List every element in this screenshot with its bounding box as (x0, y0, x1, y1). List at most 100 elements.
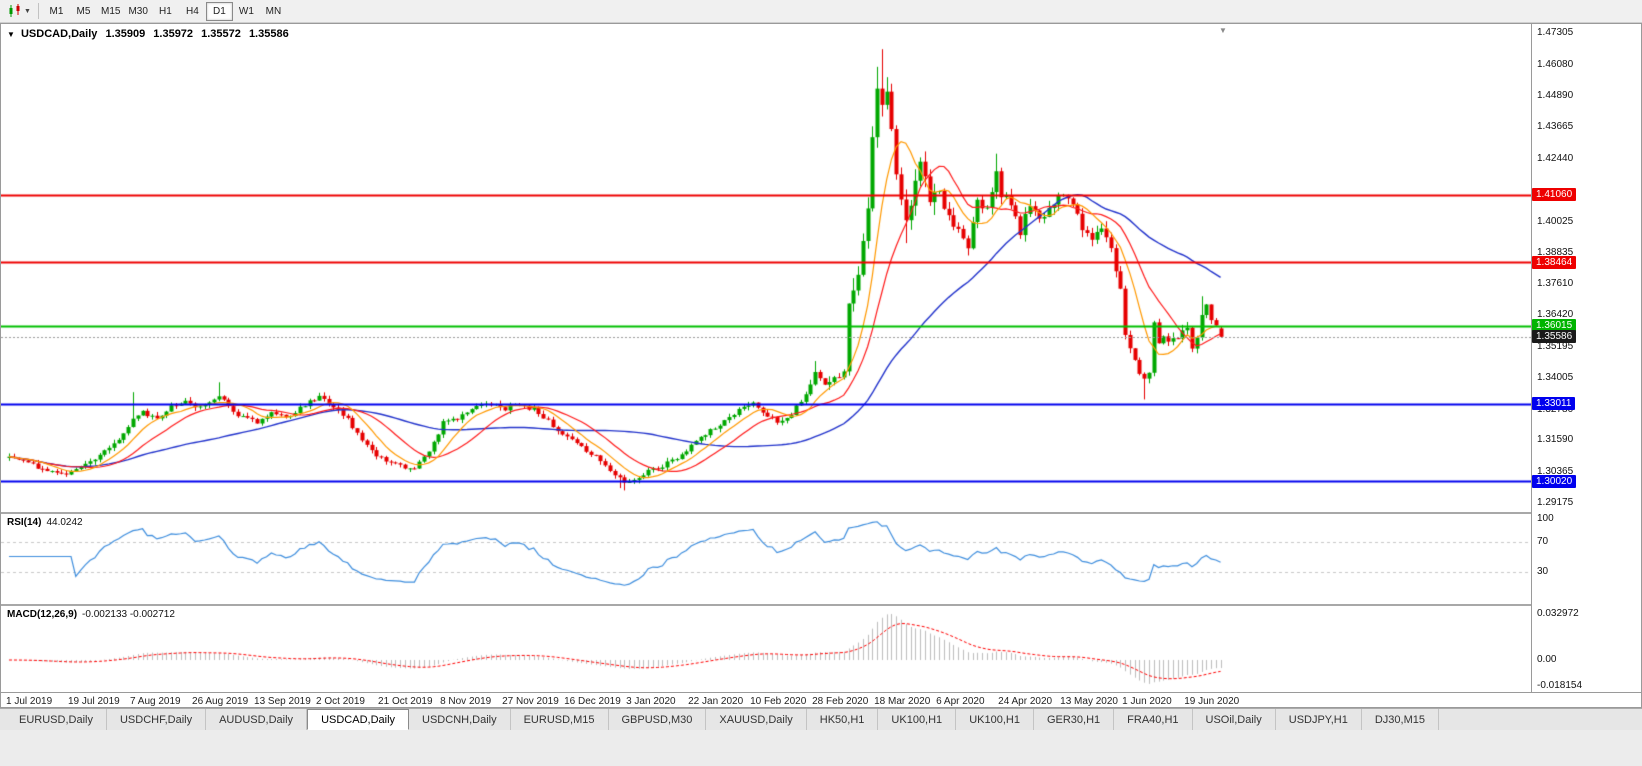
candlestick-chart-icon (9, 4, 20, 17)
date-label: 8 Nov 2019 (440, 696, 492, 707)
high-value: 1.35972 (153, 28, 194, 40)
rsi-scale-label: 30 (1537, 565, 1549, 577)
timeframe-button-m1[interactable]: M1 (49, 5, 64, 17)
price-level-tag: 1.36015 (1532, 319, 1577, 333)
toolbar-separator (38, 3, 39, 19)
date-label: 13 May 2020 (1060, 696, 1118, 707)
date-label: 10 Feb 2020 (750, 696, 807, 707)
chart-tab[interactable]: EURUSD,Daily (6, 709, 107, 730)
date-label: 1 Jun 2020 (1122, 696, 1172, 707)
chart-type-button[interactable]: ▼ (4, 2, 34, 21)
symbol-period-label: USDCAD,Daily (20, 28, 98, 40)
date-label: 3 Jan 2020 (626, 696, 676, 707)
chart-tab[interactable]: EURUSD,M15 (510, 709, 609, 730)
timeframe-button-m5[interactable]: M5 (76, 5, 91, 17)
date-label: 26 Aug 2019 (192, 696, 249, 707)
price-axis-label: 1.47305 (1537, 27, 1574, 38)
price-axis-label: 1.35195 (1537, 340, 1574, 352)
date-label: 7 Aug 2019 (130, 696, 181, 707)
price-level-tag: 1.41060 (1532, 188, 1577, 202)
date-label: 22 Jan 2020 (688, 696, 744, 707)
main-price-chart[interactable] (1, 24, 1531, 512)
chart-tab[interactable]: DJ30,M15 (1361, 709, 1439, 730)
price-level-tag: 1.35586 (1532, 330, 1577, 344)
price-axis-label: 1.44890 (1537, 89, 1574, 101)
chart-tab[interactable]: USOil,Daily (1192, 709, 1276, 730)
date-label: 6 Apr 2020 (936, 696, 985, 707)
price-axis-label: 1.36420 (1537, 309, 1574, 321)
timeframe-toolbar: ▼ M1 M5 M15 M30 H1 H4 D1 W1 MN (0, 0, 1642, 23)
macd-scale-label: 0.032972 (1537, 608, 1579, 619)
chart-window: ▼ USDCAD,Daily 1.35909 1.35972 1.35572 1… (0, 23, 1642, 708)
chart-tab[interactable]: UK100,H1 (956, 709, 1034, 730)
chart-tab[interactable]: FRA40,H1 (1114, 709, 1193, 730)
price-axis-label: 1.34005 (1537, 371, 1574, 383)
rsi-indicator-name: RSI(14) (7, 517, 42, 528)
open-value: 1.35909 (105, 28, 146, 40)
price-level-tag: 1.30020 (1532, 474, 1577, 488)
chart-tab[interactable]: HK50,H1 (806, 709, 879, 730)
date-label: 21 Oct 2019 (378, 696, 433, 707)
price-axis: 1.47305 1.46080 1.44890 1.43665 1.42440 1.400… (1532, 24, 1641, 692)
timeframe-button-mn[interactable]: MN (265, 5, 282, 17)
chart-shift-marker: ▼ (1219, 26, 1227, 35)
chart-tab[interactable]: USDCNH,Daily (409, 709, 511, 730)
date-label: 27 Nov 2019 (502, 696, 559, 707)
rsi-indicator-chart[interactable] (1, 514, 1531, 604)
chart-tab[interactable]: XAUUSD,Daily (706, 709, 807, 730)
chart-tab[interactable]: USDJPY,H1 (1275, 709, 1362, 730)
date-label: 24 Apr 2020 (998, 696, 1053, 707)
price-axis-label: 1.46080 (1537, 58, 1574, 70)
macd-panel-splitter[interactable] (1, 604, 1641, 606)
date-label: 19 Jun 2020 (1184, 696, 1240, 707)
price-axis-label: 1.31590 (1537, 434, 1574, 446)
macd-scale-label: -0.018154 (1537, 680, 1583, 691)
timeframe-buttons: M1 M5 M15 M30 H1 H4 D1 W1 MN (43, 1, 287, 21)
rsi-scale-label: 100 (1537, 513, 1554, 524)
chart-tab[interactable]: USDCAD,Daily (307, 709, 410, 730)
timeframe-button-h1[interactable]: H1 (159, 5, 172, 17)
price-axis-label: 1.37610 (1537, 278, 1574, 290)
date-label: 13 Sep 2019 (254, 696, 311, 707)
low-value: 1.35572 (201, 28, 241, 40)
date-axis: 1 Jul 2019 19 Jul 2019 7 Aug 2019 26 Aug 20… (1, 692, 1641, 707)
close-value: 1.35586 (248, 28, 289, 40)
chart-tab[interactable]: GER30,H1 (1033, 709, 1115, 730)
macd-indicator-chart[interactable] (1, 606, 1531, 692)
price-axis-label: 1.30365 (1537, 466, 1574, 478)
price-axis-label: 1.43665 (1537, 121, 1574, 133)
date-label: 2 Oct 2019 (316, 696, 365, 707)
price-axis-separator (1531, 24, 1532, 692)
chevron-down-icon: ▼ (24, 7, 31, 15)
chart-tab[interactable]: AUDUSD,Daily (206, 709, 308, 730)
price-level-tag: 1.38464 (1532, 255, 1577, 269)
macd-indicator-name: MACD(12,26,9) (7, 609, 78, 620)
timeframe-button-w1[interactable]: W1 (238, 5, 254, 17)
rsi-indicator-value: 44.0242 (46, 517, 83, 528)
price-level-tag: 1.33011 (1532, 397, 1576, 411)
rsi-panel-splitter[interactable] (1, 512, 1641, 514)
date-label: 18 Mar 2020 (874, 696, 931, 707)
rsi-title: RSI(14) 44.0242 (7, 517, 83, 528)
price-axis-label: 1.29175 (1537, 497, 1574, 508)
chart-tab-bar: EURUSD,Daily USDCHF,Daily AUDUSD,Daily USDC… (0, 708, 1642, 730)
timeframe-button-m15[interactable]: M15 (101, 5, 121, 17)
timeframe-button-h4[interactable]: H4 (186, 5, 199, 17)
price-axis-label: 1.40025 (1537, 215, 1574, 227)
macd-scale-label: 0.00 (1537, 654, 1557, 665)
date-label: 16 Dec 2019 (564, 696, 621, 707)
chart-menu-icon[interactable]: ▼ (7, 30, 15, 39)
timeframe-button-d1[interactable]: D1 (205, 1, 233, 21)
price-axis-label: 1.38835 (1537, 246, 1574, 258)
date-label: 19 Jul 2019 (68, 696, 120, 707)
ohlc-header: ▼ USDCAD,Daily 1.35909 1.35972 1.35572 1… (7, 28, 294, 40)
timeframe-button-m30[interactable]: M30 (128, 5, 148, 17)
price-axis-label: 1.42440 (1537, 153, 1574, 165)
date-label: 28 Feb 2020 (812, 696, 869, 707)
chart-tab[interactable]: UK100,H1 (878, 709, 957, 730)
chart-tab[interactable]: GBPUSD,M30 (608, 709, 707, 730)
window-bottom-area (0, 730, 1642, 766)
macd-title: MACD(12,26,9) -0.002133 -0.002712 (7, 609, 175, 620)
chart-tab[interactable]: USDCHF,Daily (106, 709, 207, 730)
